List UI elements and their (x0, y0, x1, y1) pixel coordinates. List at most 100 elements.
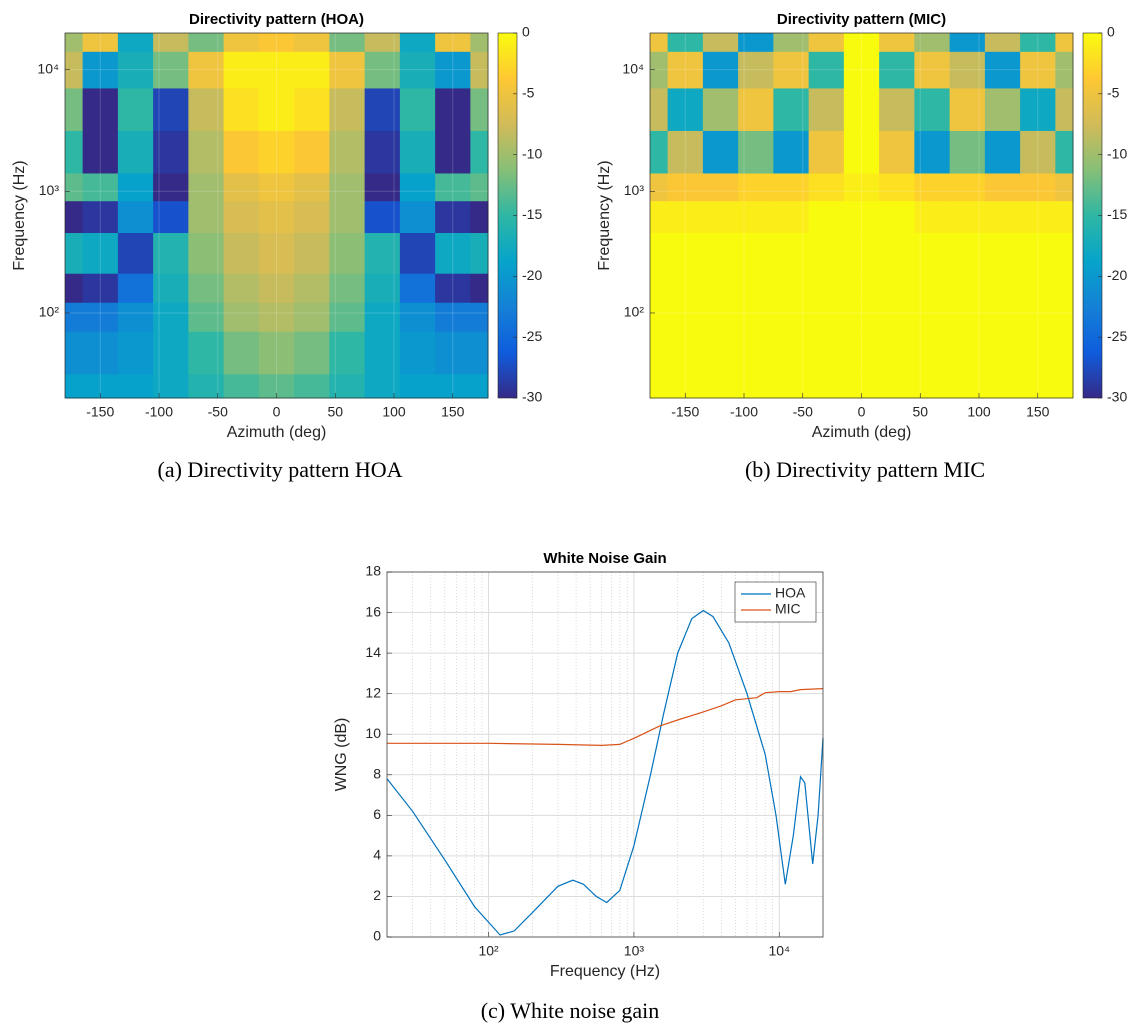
heat-cell (1020, 51, 1056, 89)
heat-cell (294, 130, 330, 174)
heat-cell (294, 172, 330, 202)
heat-cell (1020, 33, 1056, 52)
heat-cell (843, 302, 880, 332)
y-axis-label: WNG (dB) (333, 718, 350, 792)
heat-cell (329, 33, 366, 52)
heat-cell (329, 87, 366, 131)
heat-cell (65, 232, 84, 274)
heat-cell (773, 373, 810, 399)
heat-cell (258, 302, 295, 332)
heat-cell (914, 87, 951, 131)
heat-cell (258, 200, 295, 234)
colorbar-tick-label: 0 (522, 24, 530, 40)
heat-cell (808, 130, 845, 174)
axes-frame (649, 32, 1074, 399)
y-tick-label: 10² (39, 304, 60, 320)
heat-cell (65, 33, 84, 52)
colorbar-tick-label: -10 (522, 145, 542, 161)
heat-cell (65, 302, 84, 332)
heat-cell (1020, 172, 1056, 202)
heat-cell (82, 51, 119, 89)
heat-cell (364, 130, 401, 174)
heat-cell (667, 302, 704, 332)
colorbar-tick-label: -25 (522, 328, 542, 344)
x-tick-label: 100 (967, 404, 991, 420)
heat-cell (65, 51, 84, 89)
heat-cell (364, 51, 401, 89)
x-tick-label: -50 (793, 404, 813, 420)
heat-cell (914, 273, 951, 303)
heat-cell (258, 331, 295, 375)
heat-cell (364, 232, 401, 274)
heat-cell (650, 373, 669, 399)
x-tick-label: -50 (208, 404, 228, 420)
heat-cell (470, 273, 489, 303)
heat-cell (650, 200, 669, 234)
heat-cell (879, 172, 915, 202)
heat-cell (949, 172, 986, 202)
heat-cell (117, 130, 154, 174)
heat-cell (258, 130, 295, 174)
heat-cell (153, 273, 189, 303)
heat-cell (702, 200, 739, 234)
y-tick-label: 4 (373, 847, 381, 863)
heat-cell (188, 273, 225, 303)
heat-cell (949, 130, 986, 174)
heat-cell (949, 33, 986, 52)
heat-cell (738, 232, 774, 274)
heat-cell (702, 232, 739, 274)
heat-cell (223, 33, 260, 52)
heat-cell (435, 87, 471, 131)
heat-cell (188, 130, 225, 174)
heat-cell (329, 302, 366, 332)
colorbar-tick-label: -10 (1107, 145, 1127, 161)
heat-cell (667, 172, 704, 202)
heat-cell (294, 33, 330, 52)
y-tick-label: 10⁴ (37, 60, 59, 76)
heat-cell (153, 200, 189, 234)
y-tick-label: 10⁴ (622, 60, 644, 76)
heat-cell (153, 172, 189, 202)
x-axis-label: Azimuth (deg) (812, 424, 912, 441)
colorbar-tick-label: -30 (522, 389, 542, 405)
heat-cell (808, 232, 845, 274)
plot-area (387, 572, 823, 937)
y-tick-label: 2 (373, 887, 381, 903)
heat-cell (667, 200, 704, 234)
heat-cell (399, 302, 436, 332)
heat-cell (82, 200, 119, 234)
heat-cell (1055, 172, 1074, 202)
heat-cell (949, 331, 986, 375)
heat-cell (843, 33, 880, 52)
heat-cell (399, 33, 436, 52)
heat-cell (470, 232, 489, 274)
colorbar-tick-label: -15 (1107, 206, 1127, 222)
heat-cell (435, 200, 471, 234)
heat-cell (435, 302, 471, 332)
heat-cell (879, 232, 915, 274)
heat-cell (808, 172, 845, 202)
heat-cell (843, 331, 880, 375)
heat-cell (1055, 273, 1074, 303)
heat-cell (188, 200, 225, 234)
heat-cell (650, 87, 669, 131)
heat-cell (1055, 200, 1074, 234)
heat-cell (773, 172, 810, 202)
heat-cell (153, 33, 189, 52)
heat-cell (470, 87, 489, 131)
heat-cell (914, 373, 951, 399)
heat-cell (65, 200, 84, 234)
heat-cell (294, 373, 330, 399)
series-line (387, 688, 824, 747)
x-tick-label: 10⁴ (768, 943, 790, 959)
heat-cell (329, 172, 366, 202)
heat-cell (984, 200, 1021, 234)
heat-cell (65, 273, 84, 303)
heat-cell (949, 302, 986, 332)
heat-cell (364, 331, 401, 375)
heat-cell (773, 130, 810, 174)
heat-cell (82, 33, 119, 52)
heat-cell (82, 232, 119, 274)
heat-cell (650, 273, 669, 303)
colorbar-tick-label: -20 (522, 267, 542, 283)
